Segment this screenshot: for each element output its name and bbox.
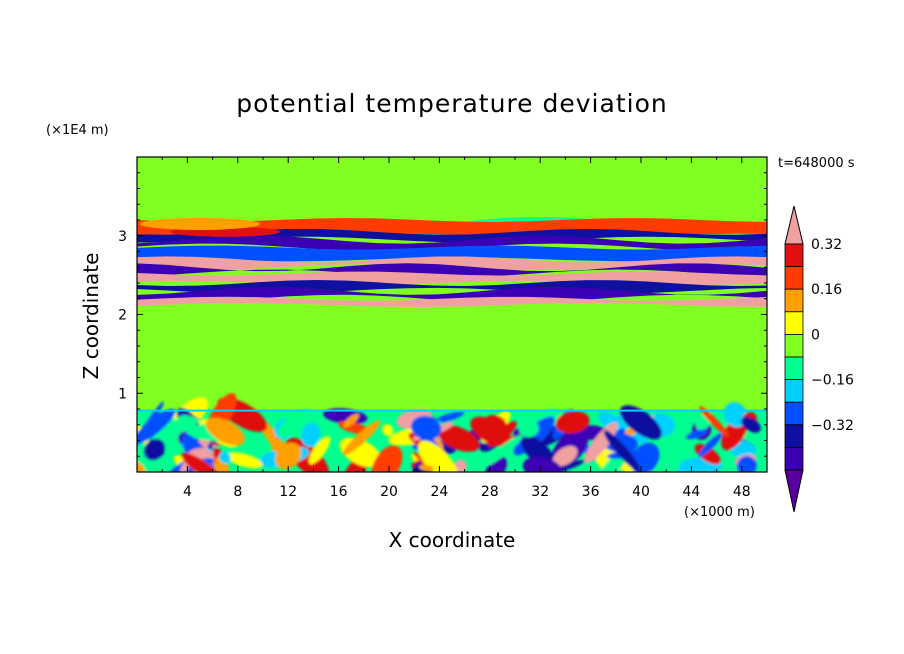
colorbar-swatch [784, 379, 804, 403]
field-island [571, 347, 711, 408]
field-layer-band [137, 228, 767, 243]
chart-title: potential temperature deviation [236, 89, 667, 118]
field-eddy [382, 424, 394, 436]
field-eddy [432, 411, 465, 424]
colorbar: 0.32 0.16 0 −0.16 −0.32 [784, 205, 854, 513]
x-tick-label: 16 [330, 484, 348, 500]
field-eddy [685, 429, 708, 440]
field-eddy [308, 436, 331, 465]
field-turbulence [137, 393, 761, 472]
field-eddy [481, 415, 507, 436]
field-eddy [522, 456, 562, 472]
field-eddy [552, 445, 578, 467]
x-tick-label: 4 [183, 484, 192, 500]
y-unit-label: (×1E4 m) [46, 123, 109, 138]
colorbar-tick-label: −0.32 [811, 418, 854, 434]
x-tick-label: 44 [682, 484, 700, 500]
x-tick-label: 48 [733, 484, 751, 500]
field-eddy [741, 416, 761, 433]
field-eddy [343, 413, 360, 428]
field-eddy [301, 422, 321, 447]
field-eddy [342, 420, 381, 456]
field-eddy [277, 409, 312, 438]
field-eddy [555, 411, 590, 434]
field-layer-band [137, 286, 767, 303]
field-layer-band [137, 263, 767, 278]
time-label: t=648000 s [778, 156, 855, 171]
field-eddy [419, 464, 435, 472]
y-tick-label: 1 [118, 386, 127, 402]
colorbar-swatch [784, 424, 804, 448]
x-tick-label: 32 [531, 484, 549, 500]
x-axis-label: X coordinate [389, 528, 516, 552]
field-eddy [218, 451, 232, 464]
colorbar-swatch [784, 333, 804, 358]
colorbar-swatch [784, 311, 804, 335]
field-warm-halo [140, 217, 260, 230]
field-eddy [225, 452, 263, 469]
y-axis-label: Z coordinate [79, 253, 103, 380]
x-tick-label: 28 [481, 484, 499, 500]
field-layer-band [137, 296, 767, 308]
x-tick-label: 8 [233, 484, 242, 500]
field-eddy [205, 417, 245, 446]
colorbar-swatch [784, 243, 804, 268]
field-eddy [271, 441, 289, 453]
x-tick-label: 20 [380, 484, 398, 500]
colorbar-swatch [784, 266, 804, 290]
colorbar-swatch [784, 401, 804, 426]
field-eddy [181, 452, 222, 472]
x-tick-label: 40 [632, 484, 650, 500]
field-eddy [480, 434, 523, 468]
y-axis: 1 2 3 [118, 172, 767, 457]
field-layer-band [137, 245, 767, 262]
colorbar-swatch [784, 356, 804, 381]
field-island [425, 313, 605, 394]
field-eddy [371, 445, 403, 472]
field-eddy [143, 438, 166, 461]
field-layer-band [137, 256, 767, 271]
x-tick-label: 12 [279, 484, 297, 500]
field-eddy [603, 430, 641, 472]
field-eddy [418, 440, 459, 472]
field-eddy [698, 433, 723, 458]
field-eddy [410, 415, 442, 440]
field-band-edge [137, 310, 767, 317]
x-tick-label: 36 [582, 484, 600, 500]
field-eddy [487, 421, 517, 448]
field-eddy [519, 421, 539, 438]
field-eddy [699, 406, 729, 437]
colorbar-tick-label: 0.16 [811, 282, 842, 298]
y-tick-label: 3 [118, 229, 127, 245]
field-eddy [137, 460, 148, 472]
colorbar-arrow-bottom [784, 469, 804, 513]
colorbar-tick-label: 0.32 [811, 237, 842, 253]
x-tick-label: 24 [430, 484, 448, 500]
y-tick-label: 2 [118, 308, 127, 324]
plot-area [137, 157, 767, 472]
x-axis: 4 8 12 16 20 24 28 32 36 40 44 48 [161, 157, 768, 500]
field-eddy [669, 457, 723, 472]
x-unit-label: (×1000 m) [684, 505, 755, 520]
colorbar-swatch [784, 288, 804, 313]
field-island [137, 328, 215, 364]
field-eddy [620, 405, 662, 440]
colorbar-swatch [784, 446, 804, 471]
field-eddy [436, 424, 480, 452]
colorbar-tick-label: −0.16 [811, 373, 854, 389]
field-eddy [454, 459, 467, 472]
field-eddy [694, 443, 721, 465]
colorbar-arrow-top [784, 205, 804, 245]
colorbar-tick-label: 0 [811, 327, 820, 343]
field-eddy [137, 408, 176, 445]
field-layer-band [137, 235, 767, 252]
